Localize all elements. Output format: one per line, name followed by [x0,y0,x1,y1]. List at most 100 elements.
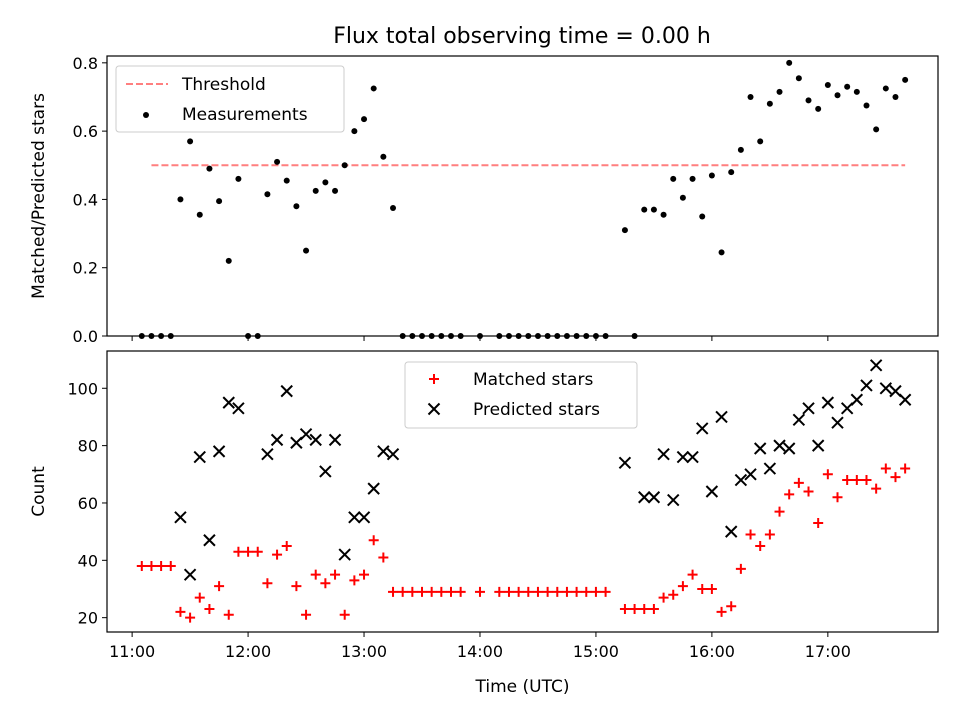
data-point [815,105,822,112]
y-tick-label: 40 [78,551,98,570]
predicted-point [715,410,728,424]
data-point [699,213,706,220]
matched-point [590,586,601,597]
matched-point [262,578,273,589]
predicted-point [705,485,719,498]
data-point [341,162,348,169]
y-tick-label: 60 [78,494,98,513]
matched-point [252,546,263,557]
data-point [274,158,281,165]
matched-point [417,586,428,597]
predicted-point [309,433,322,447]
data-point [786,59,793,66]
matched-point [359,569,370,580]
matched-point [194,592,205,603]
matched-point [445,586,456,597]
data-point [718,249,725,256]
matched-point [803,486,814,497]
legend-measurements-label: Measurements [182,105,308,125]
matched-point [851,475,862,486]
matched-point [165,561,176,572]
legend-matched-label: Matched stars [473,370,593,390]
predicted-point [686,450,699,464]
data-point [216,198,223,205]
data-point [853,88,860,95]
axes-frame [106,350,939,633]
predicted-point [261,448,274,461]
matched-point [668,589,679,600]
matched-point [291,581,302,592]
matched-point [175,606,186,617]
matched-point [581,586,592,597]
data-point [235,175,242,182]
matched-point [726,601,737,612]
x-tick-label: 11:00 [109,642,155,661]
bottom-panel: 20 40 60 80 100 11:00 12:00 13:00 14:00 15:00 16:0… [29,350,939,697]
predicted-point [222,396,235,409]
predicted-point [183,568,197,581]
data-point [196,211,203,218]
predicted-point [860,379,873,392]
matched-point [281,540,292,551]
matched-point [687,569,698,580]
data-point [670,175,677,182]
predicted-point [367,482,380,495]
predicted-point [357,511,371,524]
matched-point [619,604,630,615]
data-point [621,227,628,234]
matched-point [320,578,331,589]
data-point [757,138,764,145]
predicted-point [377,445,390,458]
y-tick-label: 0.2 [73,259,98,278]
x-tick-label: 13:00 [341,642,387,661]
data-point [892,93,899,100]
matched-point [629,604,640,615]
matched-point [900,463,911,474]
matched-point [214,581,225,592]
data-point [650,206,657,213]
predicted-point [802,402,815,415]
matched-point [378,552,389,563]
matched-point [532,586,543,597]
x-axis-label: Time (UTC) [475,677,570,697]
matched-point [764,529,775,540]
data-point [225,257,232,264]
matched-point [774,506,785,517]
matched-point [397,586,408,597]
data-point [332,187,339,194]
predicted-point [212,445,226,458]
matched-point [223,609,234,620]
predicted-point [386,448,400,461]
data-point [322,179,329,186]
matched-point [339,609,350,620]
data-point [882,85,889,92]
predicted-point [763,462,777,475]
matched-point [697,583,708,594]
data-point [776,88,783,95]
data-point [873,126,880,133]
data-point [293,203,300,210]
data-point [206,165,213,172]
data-point [303,247,310,254]
data-point [283,177,290,184]
series-predicted-stars [174,359,912,581]
legend-measurements-swatch [143,112,149,118]
predicted-point [638,491,651,504]
predicted-point [203,534,216,547]
predicted-point [782,442,796,455]
matched-point [503,586,514,597]
predicted-point [879,382,893,395]
y-tick-label: 0.6 [73,122,98,141]
predicted-point [174,511,187,524]
predicted-point [647,491,661,504]
legend-bottom: Matched stars Predicted stars [404,361,638,429]
data-point [708,172,715,179]
matched-point [455,586,466,597]
matched-point [793,477,804,488]
data-point [312,187,319,194]
predicted-point [319,465,332,478]
matched-point [349,575,360,586]
predicted-point [744,468,757,481]
matched-point [233,546,244,557]
y-axis-label: Matched/Predicted stars [29,93,49,299]
